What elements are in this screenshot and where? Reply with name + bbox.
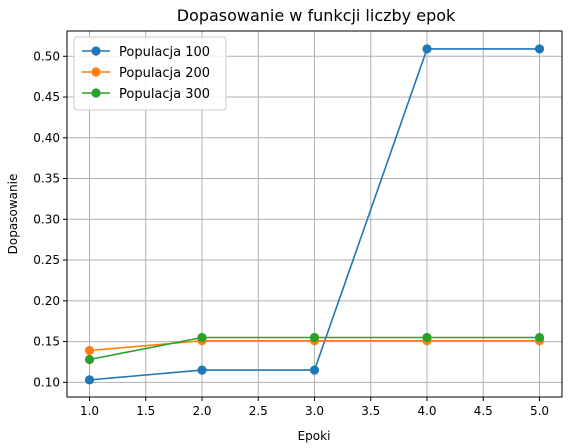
data-point bbox=[84, 345, 95, 356]
x-tick-label: 1.5 bbox=[136, 404, 155, 418]
y-tick-label: 0.20 bbox=[33, 294, 60, 308]
grid bbox=[67, 31, 562, 397]
y-tick-label: 0.45 bbox=[33, 90, 60, 104]
x-tick-label: 2.0 bbox=[192, 404, 211, 418]
data-point bbox=[422, 332, 432, 343]
legend-marker bbox=[91, 46, 101, 56]
y-tick-label: 0.10 bbox=[33, 375, 60, 389]
series-populacja-300 bbox=[84, 332, 545, 365]
y-tick-label: 0.30 bbox=[33, 212, 60, 226]
legend-item: Populacja 300 bbox=[82, 87, 210, 102]
legend-marker bbox=[91, 88, 101, 98]
data-point bbox=[84, 375, 95, 385]
legend-label: Populacja 300 bbox=[119, 87, 210, 102]
x-tick-label: 4.5 bbox=[474, 404, 493, 418]
data-point bbox=[309, 332, 320, 343]
legend-marker bbox=[91, 67, 101, 77]
y-tick-label: 0.25 bbox=[33, 253, 60, 267]
x-tick-label: 3.5 bbox=[361, 404, 380, 418]
x-tick-label: 5.0 bbox=[530, 404, 549, 418]
legend: Populacja 100 Populacja 200 Populacja 300 bbox=[73, 36, 227, 111]
series-populacja-100 bbox=[84, 44, 545, 385]
series-layer bbox=[84, 44, 545, 385]
x-tick-label: 4.0 bbox=[417, 404, 436, 418]
legend-label: Populacja 200 bbox=[119, 66, 210, 81]
chart-title: Dopasowanie w funkcji liczby epok bbox=[177, 6, 456, 25]
x-tick-label: 2.5 bbox=[249, 404, 268, 418]
data-point bbox=[84, 354, 95, 365]
x-axis-label: Epoki bbox=[298, 429, 331, 443]
legend-item: Populacja 100 bbox=[82, 45, 210, 60]
legend-item: Populacja 200 bbox=[82, 66, 210, 81]
x-tick-label: 1.0 bbox=[80, 404, 99, 418]
data-point bbox=[534, 44, 545, 54]
y-tick-label: 0.15 bbox=[33, 335, 60, 349]
data-point bbox=[534, 332, 545, 343]
data-point bbox=[309, 365, 320, 375]
data-point bbox=[197, 332, 207, 343]
y-axis: 0.10 0.15 0.20 0.25 0.30 0.35 0.40 0.45 0.50 bbox=[33, 49, 67, 389]
legend-box bbox=[73, 36, 227, 111]
data-point bbox=[422, 44, 432, 54]
y-axis-label: Dopasowanie bbox=[6, 174, 20, 255]
x-axis: 1.0 1.5 2.0 2.5 3.0 3.5 4.0 4.5 5.0 bbox=[80, 397, 549, 418]
y-tick-label: 0.35 bbox=[33, 172, 60, 186]
y-tick-label: 0.40 bbox=[33, 131, 60, 145]
legend-label: Populacja 100 bbox=[119, 45, 210, 60]
y-tick-label: 0.50 bbox=[33, 49, 60, 63]
x-tick-label: 3.0 bbox=[305, 404, 324, 418]
data-point bbox=[197, 365, 207, 375]
